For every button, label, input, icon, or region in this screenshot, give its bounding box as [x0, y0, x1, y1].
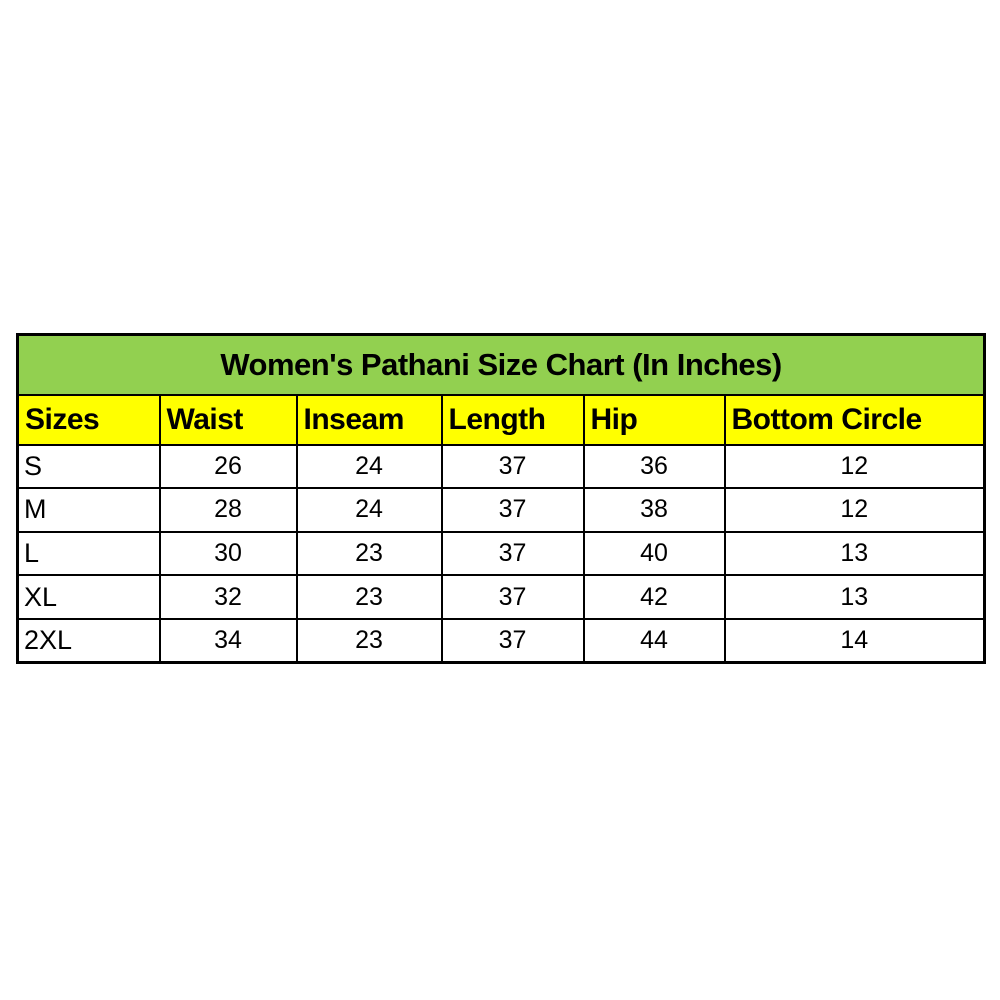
value-cell: 38 — [582, 487, 726, 533]
title-row: Women's Pathani Size Chart (In Inches) — [16, 333, 986, 396]
table-row-m: M 28 24 37 38 12 — [16, 487, 986, 533]
value-cell: 13 — [723, 530, 986, 577]
value-cell: 36 — [582, 443, 726, 490]
header-row: Sizes Waist Inseam Length Hip Bottom Cir… — [16, 393, 986, 446]
table-row-2xl: 2XL 34 23 37 44 14 — [16, 617, 986, 664]
value-cell: 12 — [723, 443, 986, 490]
value-cell: 32 — [158, 574, 298, 620]
value-cell: 30 — [158, 530, 298, 577]
size-cell: S — [16, 443, 161, 490]
value-cell: 37 — [440, 617, 585, 664]
column-header-length: Length — [440, 393, 585, 446]
size-cell: M — [16, 487, 161, 533]
value-cell: 26 — [158, 443, 298, 490]
value-cell: 12 — [723, 487, 986, 533]
column-header-waist: Waist — [158, 393, 298, 446]
value-cell: 28 — [158, 487, 298, 533]
size-cell: 2XL — [16, 617, 161, 664]
value-cell: 34 — [158, 617, 298, 664]
value-cell: 40 — [582, 530, 726, 577]
value-cell: 23 — [295, 530, 443, 577]
value-cell: 24 — [295, 487, 443, 533]
value-cell: 23 — [295, 617, 443, 664]
table-row-xl: XL 32 23 37 42 13 — [16, 574, 986, 620]
value-cell: 42 — [582, 574, 726, 620]
column-header-sizes: Sizes — [16, 393, 161, 446]
table-row-l: L 30 23 37 40 13 — [16, 530, 986, 577]
value-cell: 44 — [582, 617, 726, 664]
value-cell: 37 — [440, 574, 585, 620]
column-header-bottom-circle: Bottom Circle — [723, 393, 986, 446]
value-cell: 37 — [440, 443, 585, 490]
value-cell: 37 — [440, 487, 585, 533]
column-header-inseam: Inseam — [295, 393, 443, 446]
table-row-s: S 26 24 37 36 12 — [16, 443, 986, 490]
chart-title: Women's Pathani Size Chart (In Inches) — [16, 333, 986, 396]
value-cell: 14 — [723, 617, 986, 664]
value-cell: 13 — [723, 574, 986, 620]
value-cell: 24 — [295, 443, 443, 490]
column-header-hip: Hip — [582, 393, 726, 446]
size-cell: L — [16, 530, 161, 577]
size-cell: XL — [16, 574, 161, 620]
value-cell: 37 — [440, 530, 585, 577]
value-cell: 23 — [295, 574, 443, 620]
size-chart-table: Women's Pathani Size Chart (In Inches) S… — [16, 333, 987, 664]
